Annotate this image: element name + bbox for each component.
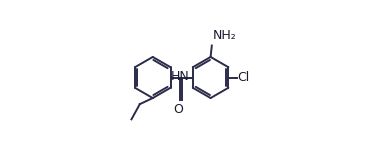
Text: NH₂: NH₂: [212, 29, 236, 42]
Text: Cl: Cl: [237, 71, 250, 84]
Text: O: O: [173, 103, 183, 116]
Text: HN: HN: [171, 70, 189, 83]
